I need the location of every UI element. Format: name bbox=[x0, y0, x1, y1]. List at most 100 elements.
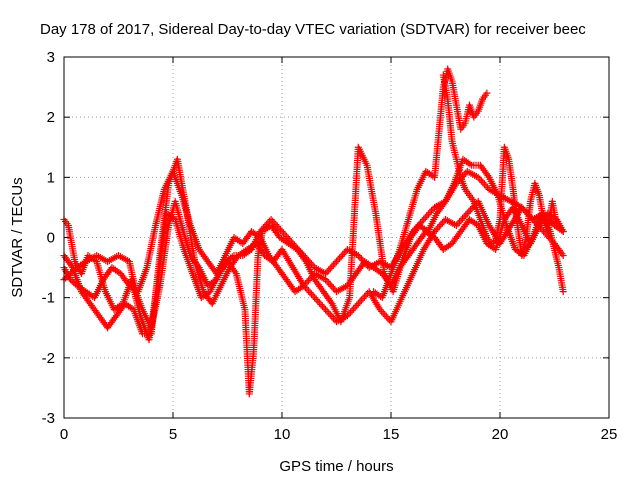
data-point bbox=[357, 296, 365, 304]
data-point bbox=[466, 206, 474, 214]
data-point bbox=[460, 213, 468, 221]
data-point bbox=[337, 252, 345, 260]
data-point bbox=[322, 306, 330, 314]
series-sat-d bbox=[60, 143, 567, 398]
data-point bbox=[276, 226, 284, 234]
data-point bbox=[308, 290, 316, 298]
data-point bbox=[322, 270, 330, 278]
data-point bbox=[359, 295, 367, 303]
data-point bbox=[326, 281, 334, 289]
data-point bbox=[326, 264, 334, 272]
data-point bbox=[303, 285, 311, 293]
data-point bbox=[378, 307, 386, 315]
data-point bbox=[426, 209, 434, 217]
data-point bbox=[300, 282, 308, 290]
x-tick-label: 15 bbox=[383, 426, 400, 443]
data-point bbox=[301, 280, 309, 288]
data-point bbox=[440, 199, 448, 207]
data-point bbox=[351, 303, 359, 311]
x-tick-label: 20 bbox=[492, 426, 509, 443]
data-point bbox=[462, 211, 470, 219]
data-point bbox=[309, 292, 317, 300]
series-sat-f bbox=[439, 71, 561, 260]
data-point bbox=[376, 306, 384, 314]
x-tick-label: 0 bbox=[60, 426, 68, 443]
data-point bbox=[465, 208, 473, 216]
data-point bbox=[353, 301, 361, 309]
y-axis-label: SDTVAR / TECUs bbox=[9, 177, 26, 297]
data-point bbox=[311, 294, 319, 302]
data-point bbox=[328, 263, 336, 271]
data-point bbox=[275, 224, 283, 232]
y-tick-label: -2 bbox=[42, 350, 55, 367]
data-point bbox=[231, 268, 239, 276]
data-point bbox=[457, 216, 465, 224]
data-point bbox=[482, 182, 490, 190]
data-point bbox=[280, 229, 288, 237]
data-point bbox=[312, 295, 320, 303]
y-tick-label: 0 bbox=[47, 230, 55, 247]
data-point bbox=[484, 172, 492, 180]
data-point bbox=[304, 287, 312, 295]
x-tick-label: 25 bbox=[601, 426, 618, 443]
series-sat-e bbox=[370, 65, 491, 302]
data-point bbox=[278, 227, 286, 235]
data-point bbox=[325, 266, 333, 274]
x-tick-label: 5 bbox=[169, 426, 177, 443]
data-point bbox=[381, 311, 389, 319]
data-point bbox=[323, 268, 331, 276]
data-point bbox=[452, 221, 460, 229]
data-point bbox=[267, 215, 275, 223]
plot-frame bbox=[63, 56, 610, 419]
data-point bbox=[463, 209, 471, 217]
data-point bbox=[67, 276, 75, 284]
y-tick-label: 3 bbox=[47, 49, 55, 66]
data-point bbox=[340, 249, 348, 257]
data-point bbox=[68, 277, 76, 285]
data-point bbox=[301, 256, 309, 264]
data-point bbox=[361, 293, 369, 301]
data-point bbox=[518, 203, 526, 211]
data-point bbox=[327, 298, 335, 306]
data-point bbox=[306, 289, 314, 297]
chart-title: Day 178 of 2017, Sidereal Day-to-day VTE… bbox=[40, 21, 586, 38]
data-point bbox=[356, 298, 364, 306]
x-axis-label: GPS time / hours bbox=[279, 458, 393, 475]
data-point bbox=[325, 279, 333, 287]
data-point bbox=[336, 254, 344, 262]
data-point bbox=[459, 215, 467, 223]
data-point bbox=[326, 311, 334, 319]
data-point bbox=[454, 220, 462, 228]
data-point bbox=[354, 300, 362, 308]
data-point bbox=[431, 227, 439, 235]
data-point bbox=[70, 279, 78, 287]
data-point bbox=[529, 215, 537, 223]
data-point bbox=[423, 212, 431, 220]
y-tick-label: -1 bbox=[42, 290, 55, 307]
data-point bbox=[329, 261, 337, 269]
data-point bbox=[418, 217, 426, 225]
y-tick-label: 1 bbox=[47, 169, 55, 186]
data-point bbox=[521, 207, 529, 215]
data-point bbox=[434, 224, 442, 232]
data-point bbox=[559, 252, 567, 260]
data-point bbox=[435, 222, 443, 230]
data-point bbox=[334, 256, 342, 264]
data-point bbox=[424, 210, 432, 218]
data-point bbox=[476, 175, 484, 183]
data-point bbox=[322, 276, 330, 284]
data-point bbox=[328, 282, 336, 290]
data-point bbox=[350, 305, 358, 313]
data-point bbox=[323, 277, 331, 285]
data-point bbox=[325, 309, 333, 317]
data-point bbox=[483, 89, 491, 97]
data-point bbox=[303, 278, 311, 286]
data-point bbox=[331, 259, 339, 267]
data-point bbox=[474, 173, 482, 181]
data-point bbox=[320, 304, 328, 312]
data-point bbox=[314, 297, 322, 305]
data-point bbox=[479, 178, 487, 186]
data-point bbox=[456, 218, 464, 226]
data-point bbox=[438, 219, 446, 227]
